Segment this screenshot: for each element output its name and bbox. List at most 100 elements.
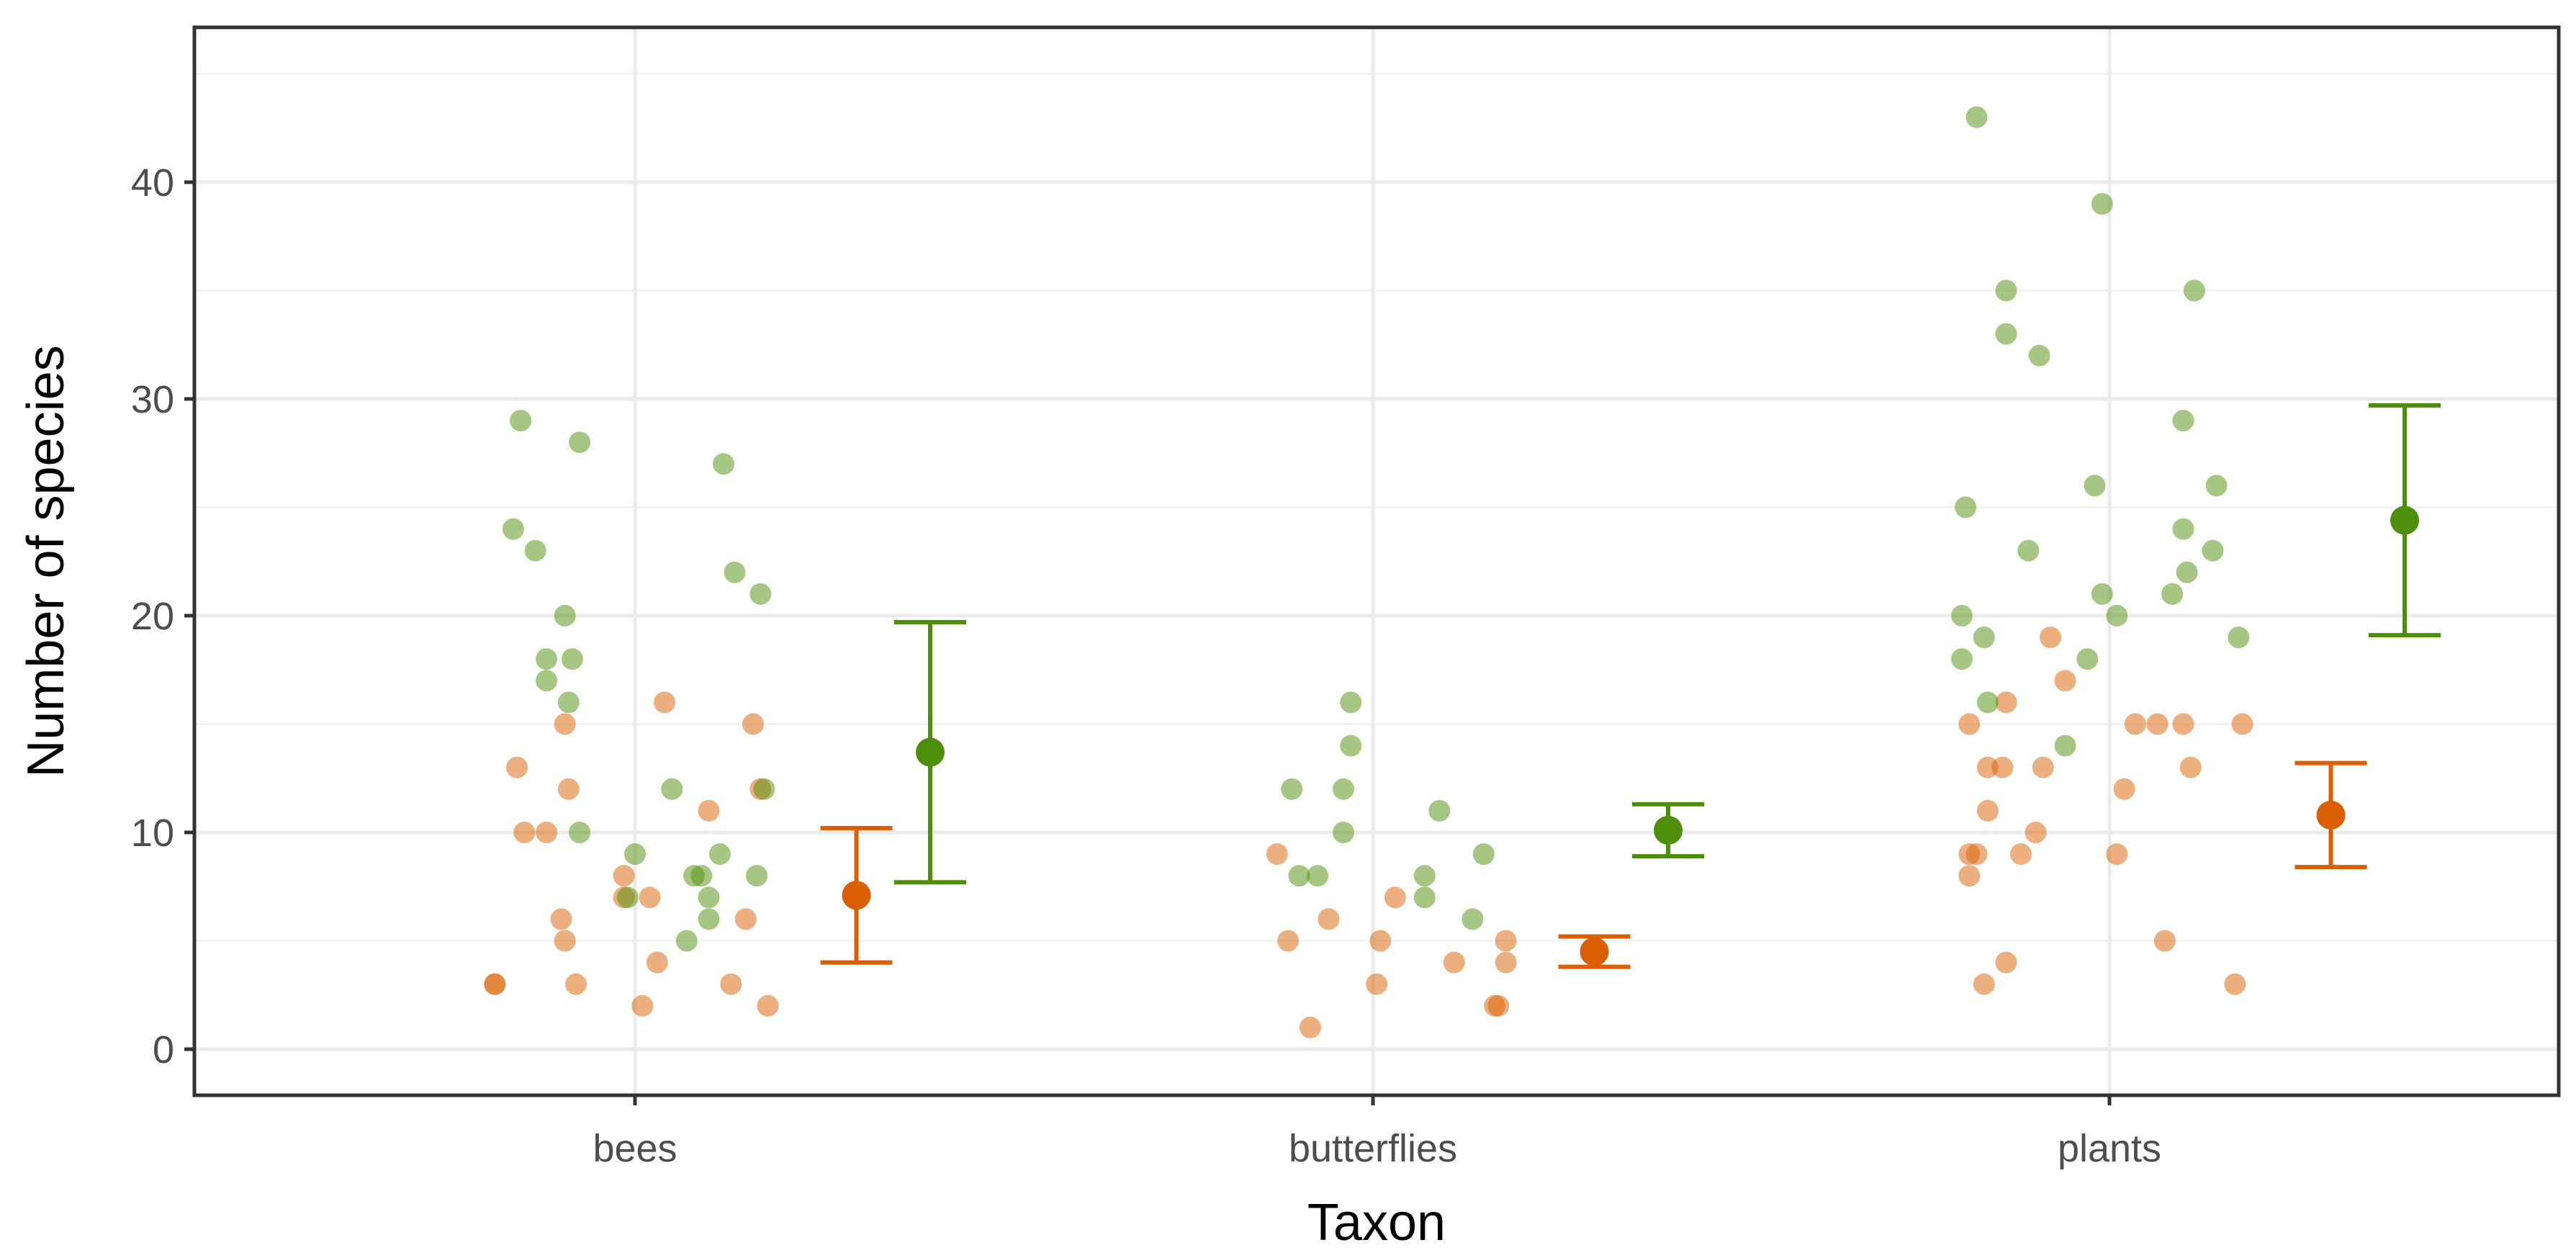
point-green-butterflies-34 — [1462, 908, 1484, 930]
y-tick-label-20: 20 — [131, 595, 174, 638]
point-green-plants-55 — [2176, 561, 2198, 583]
point-green-bees-18 — [708, 843, 731, 866]
point-green-plants-39 — [1965, 106, 1988, 128]
mean-error-bars — [820, 403, 2441, 969]
point-green-plants-57 — [2202, 539, 2224, 562]
point-orange-bees-18 — [734, 908, 757, 930]
point-green-bees-20 — [724, 561, 746, 583]
point-orange-butterflies-24 — [1299, 1016, 1321, 1038]
point-green-plants-58 — [2205, 475, 2228, 497]
point-green-butterflies-27 — [1333, 778, 1354, 800]
point-green-plants-40 — [1973, 626, 1995, 649]
point-green-butterflies-26 — [1307, 865, 1329, 887]
point-orange-plants-44 — [2010, 843, 2032, 866]
point-green-bees-8 — [569, 431, 591, 454]
mean-errorbar-orange-plants — [2294, 760, 2367, 870]
point-green-bees-12 — [661, 778, 683, 800]
point-orange-bees-21 — [757, 994, 779, 1017]
point-orange-plants-47 — [2040, 626, 2061, 649]
point-green-bees-19 — [713, 453, 734, 475]
point-orange-bees-13 — [639, 886, 661, 909]
point-green-bees-13 — [675, 930, 698, 952]
point-green-plants-54 — [2172, 410, 2194, 432]
mean-errorbar-orange-bees — [820, 825, 893, 965]
point-orange-plants-50 — [2113, 778, 2135, 800]
point-green-bees-7 — [561, 648, 583, 670]
point-orange-butterflies-28 — [1384, 886, 1406, 909]
point-green-bees-15 — [690, 865, 713, 887]
point-orange-plants-48 — [2054, 670, 2076, 692]
y-tick-label-10: 10 — [131, 812, 174, 855]
point-orange-bees-17 — [720, 973, 742, 995]
point-orange-plants-34 — [1958, 865, 1981, 887]
mean-point-orange-plants — [2316, 800, 2346, 830]
point-green-butterflies-24 — [1281, 778, 1303, 800]
x-axis-title: Taxon — [1307, 1194, 1446, 1252]
point-green-bees-9 — [569, 822, 591, 843]
point-green-bees-2 — [524, 539, 546, 562]
point-orange-butterflies-26 — [1366, 973, 1388, 995]
point-orange-bees-9 — [565, 973, 587, 995]
point-green-butterflies-29 — [1340, 734, 1362, 757]
point-green-plants-56 — [2183, 279, 2205, 302]
y-tick-label-30: 30 — [131, 378, 174, 421]
point-orange-plants-52 — [2146, 713, 2169, 735]
point-orange-plants-39 — [1976, 756, 1999, 778]
point-orange-butterflies-29 — [1443, 951, 1465, 974]
point-orange-plants-54 — [2172, 713, 2194, 735]
point-orange-bees-7 — [554, 930, 576, 952]
point-orange-plants-49 — [2106, 843, 2128, 866]
point-green-butterflies-32 — [1413, 865, 1436, 887]
y-axis-title: Number of species — [17, 345, 75, 777]
point-green-plants-51 — [2106, 605, 2128, 626]
point-orange-butterflies-27 — [1369, 930, 1392, 952]
mean-errorbar-green-bees — [894, 620, 966, 885]
point-orange-plants-57 — [2231, 713, 2253, 735]
data-points — [484, 106, 2253, 1038]
point-orange-bees-14 — [646, 951, 668, 974]
point-green-butterflies-30 — [1340, 691, 1362, 714]
mean-errorbar-green-butterflies — [1632, 801, 1704, 859]
point-green-bees-6 — [557, 691, 580, 714]
point-green-plants-48 — [2084, 475, 2106, 497]
y-tick-label-40: 40 — [131, 161, 174, 205]
point-orange-plants-40 — [1976, 799, 1999, 822]
point-orange-bees-6 — [554, 713, 576, 735]
point-orange-plants-42 — [1995, 691, 2017, 714]
point-green-butterflies-25 — [1288, 865, 1310, 887]
point-green-bees-5 — [554, 605, 576, 626]
point-orange-plants-46 — [2032, 756, 2054, 778]
point-green-plants-47 — [2076, 648, 2099, 670]
point-green-plants-41 — [1976, 691, 1999, 714]
point-green-plants-43 — [1995, 323, 2017, 345]
point-orange-bees-3 — [513, 822, 536, 843]
panel-border — [192, 25, 2561, 1097]
point-orange-plants-37 — [1965, 843, 1988, 866]
point-green-butterflies-31 — [1413, 886, 1436, 909]
point-orange-bees-8 — [557, 778, 580, 800]
point-green-plants-37 — [1951, 648, 1973, 670]
point-orange-plants-38 — [1973, 973, 1995, 995]
point-green-bees-23 — [753, 778, 775, 800]
point-orange-plants-55 — [2179, 756, 2202, 778]
mean-errorbar-orange-butterflies — [1558, 934, 1631, 969]
point-orange-bees-2 — [506, 756, 528, 778]
axis-ticks: 0 10 20 30 40 bees butterflies plants — [131, 161, 2161, 1170]
point-green-plants-38 — [1955, 496, 1977, 518]
point-green-bees-16 — [698, 886, 720, 909]
mean-point-green-bees — [916, 737, 945, 767]
point-orange-plants-35 — [1958, 713, 1981, 735]
point-orange-butterflies-22 — [1266, 843, 1288, 866]
point-green-bees-3 — [536, 648, 557, 670]
point-green-bees-11 — [624, 843, 646, 866]
y-tick-label-0: 0 — [153, 1028, 174, 1071]
point-orange-bees-10 — [613, 865, 635, 887]
point-orange-butterflies-32 — [1495, 930, 1517, 952]
point-orange-butterflies-25 — [1318, 908, 1340, 930]
point-green-bees-21 — [746, 865, 768, 887]
point-orange-plants-51 — [2124, 713, 2146, 735]
point-green-bees-17 — [698, 908, 720, 930]
point-green-bees-0 — [502, 518, 524, 540]
